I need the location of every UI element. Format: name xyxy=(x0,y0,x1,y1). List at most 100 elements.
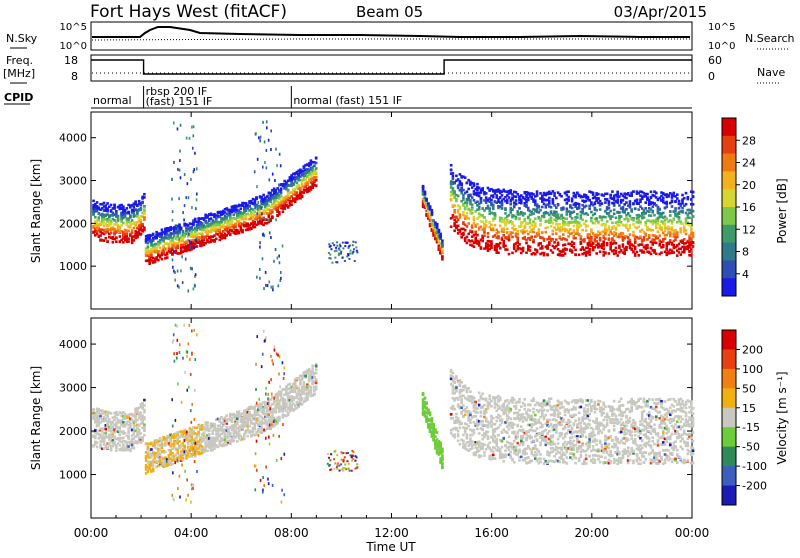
range-gate-cell xyxy=(665,206,668,209)
range-gate-cell xyxy=(553,204,556,207)
range-gate-cell xyxy=(662,240,665,243)
range-gate-cell xyxy=(462,211,465,214)
range-gate-cell xyxy=(485,192,488,195)
range-gate-cell xyxy=(562,208,565,211)
noise-cell xyxy=(268,280,270,283)
range-gate-cell xyxy=(629,205,632,208)
range-gate-cell xyxy=(588,248,591,251)
range-gate-cell xyxy=(637,208,640,211)
range-gate-cell xyxy=(529,249,532,252)
range-gate-cell xyxy=(140,412,143,415)
range-gate-cell xyxy=(541,206,544,209)
patch-cell xyxy=(333,244,335,246)
noise-cell xyxy=(179,150,181,153)
range-gate-cell xyxy=(304,178,307,181)
range-gate-cell xyxy=(613,197,616,200)
range-gate-cell xyxy=(136,212,139,215)
noise-cell xyxy=(182,211,184,214)
range-gate-cell xyxy=(683,238,686,241)
range-gate-cell xyxy=(618,195,621,198)
range-gate-cell xyxy=(664,230,667,233)
range-gate-cell xyxy=(678,243,681,246)
beam-label: Beam 05 xyxy=(356,3,423,21)
range-gate-cell xyxy=(692,210,695,213)
colorbar-tick-label: 12 xyxy=(742,223,756,236)
range-gate-cell xyxy=(476,234,479,237)
range-gate-cell xyxy=(587,196,590,199)
range-gate-cell xyxy=(553,194,556,197)
range-gate-cell xyxy=(127,445,130,448)
range-gate-cell xyxy=(525,242,528,245)
range-gate-cell xyxy=(637,225,640,228)
range-gate-cell xyxy=(615,250,618,253)
range-gate-cell xyxy=(501,207,504,210)
range-gate-cell xyxy=(552,222,555,225)
range-gate-cell xyxy=(690,198,693,201)
range-gate-cell xyxy=(625,248,628,251)
range-gate-cell xyxy=(599,200,602,203)
range-gate-cell xyxy=(622,232,625,235)
range-gate-cell xyxy=(508,253,511,256)
range-gate-cell xyxy=(98,424,101,427)
noise-cell xyxy=(192,147,194,150)
range-gate-cell xyxy=(539,223,542,226)
range-gate-cell xyxy=(627,212,630,215)
range-gate-cell xyxy=(425,198,428,201)
range-gate-cell xyxy=(119,227,122,230)
range-gate-cell xyxy=(630,210,633,213)
range-gate-cell xyxy=(127,237,130,240)
noise-cell xyxy=(172,266,174,269)
patch-cell xyxy=(328,243,330,245)
noise-cell xyxy=(188,196,190,199)
colorbar-swatch xyxy=(722,118,736,136)
range-gate-cell xyxy=(213,240,216,243)
range-gate-cell xyxy=(112,241,115,244)
range-gate-cell xyxy=(679,205,682,208)
noise-cell xyxy=(254,206,256,209)
range-gate-cell xyxy=(523,226,526,229)
range-gate-cell xyxy=(669,239,672,242)
range-gate-cell xyxy=(310,163,313,166)
noise-cell xyxy=(275,218,277,221)
range-gate-cell xyxy=(690,226,693,229)
range-gate-cell xyxy=(595,217,598,220)
range-gate-cell xyxy=(466,242,469,245)
ytick-label: 3000 xyxy=(59,175,87,188)
range-gate-cell xyxy=(615,247,618,250)
noise-cell xyxy=(194,284,196,287)
range-gate-cell xyxy=(515,199,518,202)
range-gate-cell xyxy=(98,216,101,219)
colorbar-swatch xyxy=(722,154,736,172)
station-title: Fort Hays West (fitACF) xyxy=(90,2,287,22)
colorbar-tick-label: 20 xyxy=(742,179,756,192)
range-gate-cell xyxy=(560,195,563,198)
range-gate-cell xyxy=(597,193,600,196)
range-gate-cell xyxy=(483,228,486,231)
noise-cell xyxy=(263,287,265,290)
range-gate-cell xyxy=(552,238,555,241)
range-gate-cell xyxy=(571,207,574,210)
range-gate-cell xyxy=(516,193,519,196)
range-gate-cell xyxy=(152,470,155,473)
range-gate-cell xyxy=(573,229,576,232)
range-gate-cell xyxy=(229,233,232,236)
range-gate-cell xyxy=(667,225,670,228)
range-gate-cell xyxy=(681,202,684,205)
noise-cell xyxy=(190,178,192,181)
noise-cell xyxy=(189,137,191,140)
range-gate-cell xyxy=(422,187,425,190)
range-gate-cell xyxy=(271,217,274,220)
range-gate-cell xyxy=(644,207,647,210)
range-gate-cell xyxy=(171,463,174,466)
range-gate-cell xyxy=(543,238,546,241)
range-gate-cell xyxy=(622,243,625,246)
range-gate-cell xyxy=(296,182,299,185)
range-gate-cell xyxy=(650,253,653,256)
range-gate-cell xyxy=(545,231,548,234)
range-gate-cell xyxy=(685,192,688,195)
range-gate-cell xyxy=(143,404,146,407)
range-gate-cell xyxy=(650,214,653,217)
range-gate-cell xyxy=(681,194,684,197)
range-gate-cell xyxy=(509,190,512,193)
range-gate-cell xyxy=(676,254,679,257)
